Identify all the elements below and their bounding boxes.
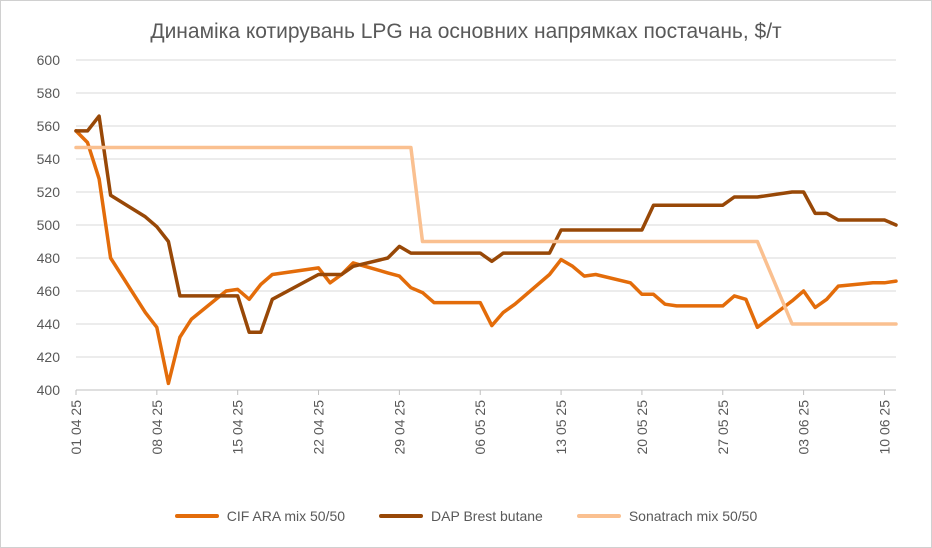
series-line: [74, 145, 898, 326]
x-tick-label: 13 05 25: [553, 400, 569, 455]
y-tick-label: 560: [37, 118, 61, 134]
y-tick-label: 520: [37, 184, 61, 200]
legend-item: Sonatrach mix 50/50: [576, 508, 758, 524]
y-tick-label: 420: [37, 349, 61, 365]
y-tick-label: 580: [37, 85, 61, 101]
y-tick-label: 400: [37, 382, 61, 398]
y-tick-label: 540: [37, 151, 61, 167]
x-tick-label: 01 04 25: [68, 400, 84, 455]
x-tick-label: 03 06 25: [796, 400, 812, 455]
x-tick-label: 08 04 25: [149, 400, 165, 455]
x-tick-label: 06 05 25: [472, 400, 488, 455]
legend-item: CIF ARA mix 50/50: [174, 508, 346, 524]
x-tick-label: 20 05 25: [634, 400, 650, 455]
x-tick-label: 10 06 25: [876, 400, 892, 455]
x-axis: 01 04 25 08 04 25 15 04 25 22 04 25 29 04 25…: [68, 389, 896, 455]
series-lines: [74, 114, 898, 386]
y-tick-label: 480: [37, 250, 61, 266]
x-tick-label: 15 04 25: [230, 400, 246, 455]
legend-item: DAP Brest butane: [379, 508, 543, 524]
legend-label: DAP Brest butane: [431, 508, 543, 524]
series-line: [74, 114, 898, 335]
y-tick-label: 500: [37, 217, 61, 233]
legend: CIF ARA mix 50/50 DAP Brest butane Sonatra…: [0, 508, 932, 524]
chart-title: Динаміка котирувань LPG на основних напр…: [150, 20, 782, 43]
legend-swatch: [576, 514, 621, 518]
y-axis: 400 420 440 460 480 500 520 540 560 580 600: [37, 52, 61, 398]
x-tick-label: 27 05 25: [715, 400, 731, 455]
y-tick-label: 460: [37, 283, 61, 299]
y-tick-label: 440: [37, 316, 61, 332]
legend-label: Sonatrach mix 50/50: [628, 508, 758, 524]
legend-swatch: [174, 514, 219, 518]
legend-swatch: [379, 514, 424, 518]
series-line: [74, 129, 898, 386]
gridlines: [76, 59, 896, 391]
x-tick-label: 29 04 25: [391, 400, 407, 455]
x-tick-label: 22 04 25: [311, 400, 327, 455]
y-tick-label: 600: [37, 52, 61, 68]
legend-label: CIF ARA mix 50/50: [226, 508, 346, 524]
